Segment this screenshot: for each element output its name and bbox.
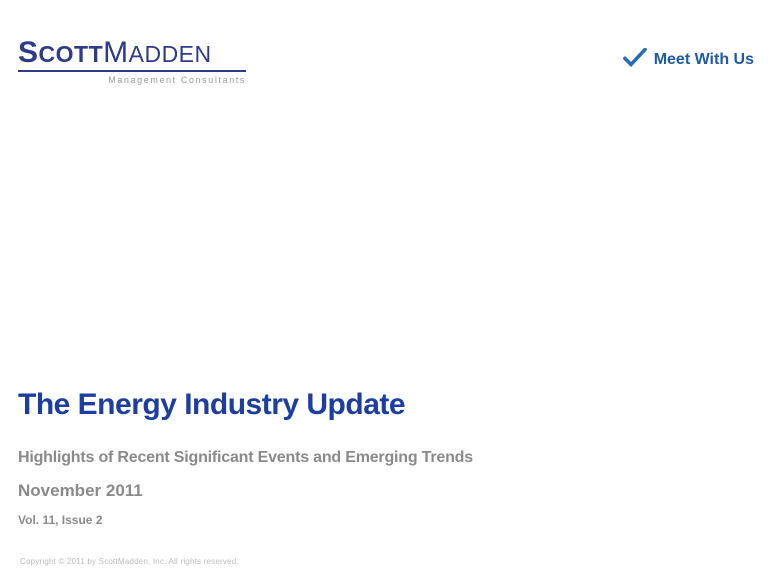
- issue-number: Vol. 11, Issue 2: [18, 513, 103, 527]
- wordmark-madden-initial: M: [103, 36, 129, 69]
- logo-tagline: Management Consultants: [108, 75, 246, 85]
- subtitle: Highlights of Recent Significant Events …: [18, 449, 473, 466]
- meet-with-us-label: Meet With Us: [653, 51, 754, 68]
- issue-date: November 2011: [18, 481, 143, 500]
- scottmadden-wordmark: S COTT M ADDEN: [18, 38, 246, 68]
- wordmark-madden-rest: ADDEN: [128, 41, 212, 67]
- wordmark-scott-rest: COTT: [38, 41, 104, 67]
- checkmark-icon: [622, 46, 648, 72]
- wordmark-scott-initial: S: [18, 36, 39, 69]
- page-title: The Energy Industry Update: [18, 388, 406, 421]
- copyright-notice: Copyright © 2011 by ScottMadden, Inc. Al…: [20, 557, 239, 566]
- meet-with-us-link[interactable]: Meet With Us: [622, 46, 754, 72]
- scottmadden-logo: S COTT M ADDEN Management Consultants: [18, 38, 246, 85]
- logo-underline-rule: [18, 70, 246, 72]
